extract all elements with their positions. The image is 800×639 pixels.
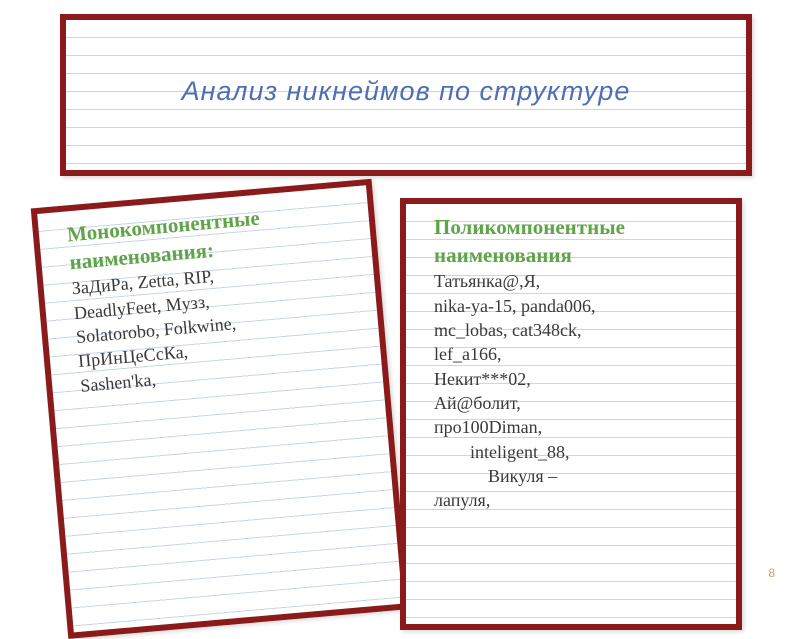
left-note-content: Монокомпонентные наименования: ЗаДиРа, Z… — [66, 197, 380, 620]
title-note-body: Анализ никнеймов по структуре — [66, 20, 746, 170]
right-line: mc_lobas, cat348ck, — [434, 318, 714, 342]
right-line: lef_a166, — [434, 342, 714, 366]
page-title: Анализ никнеймов по структуре — [66, 76, 746, 107]
right-note-card: Поликомпонентные наименования Татьянка@,… — [400, 198, 742, 630]
left-note-body: Монокомпонентные наименования: ЗаДиРа, Z… — [37, 185, 402, 632]
right-note-content: Поликомпонентные наименования Татьянка@,… — [434, 214, 714, 614]
right-line: Викуля – — [434, 464, 714, 488]
right-line: лапуля, — [434, 488, 714, 512]
left-note-card: Монокомпонентные наименования: ЗаДиРа, Z… — [31, 179, 409, 639]
page-number: 8 — [768, 566, 775, 580]
title-note-card: Анализ никнеймов по структуре — [60, 14, 752, 176]
right-line: Ай@болит, — [434, 391, 714, 415]
right-line: Татьянка@,Я, — [434, 269, 714, 293]
right-note-body: Поликомпонентные наименования Татьянка@,… — [406, 204, 736, 624]
right-line: Некит***02, — [434, 367, 714, 391]
right-heading-line1: Поликомпонентные — [434, 214, 714, 242]
right-line: nika-ya-15, panda006, — [434, 294, 714, 318]
right-line: inteligent_88, — [434, 440, 714, 464]
right-heading-line2: наименования — [434, 242, 714, 270]
right-line: про100Diman, — [434, 415, 714, 439]
